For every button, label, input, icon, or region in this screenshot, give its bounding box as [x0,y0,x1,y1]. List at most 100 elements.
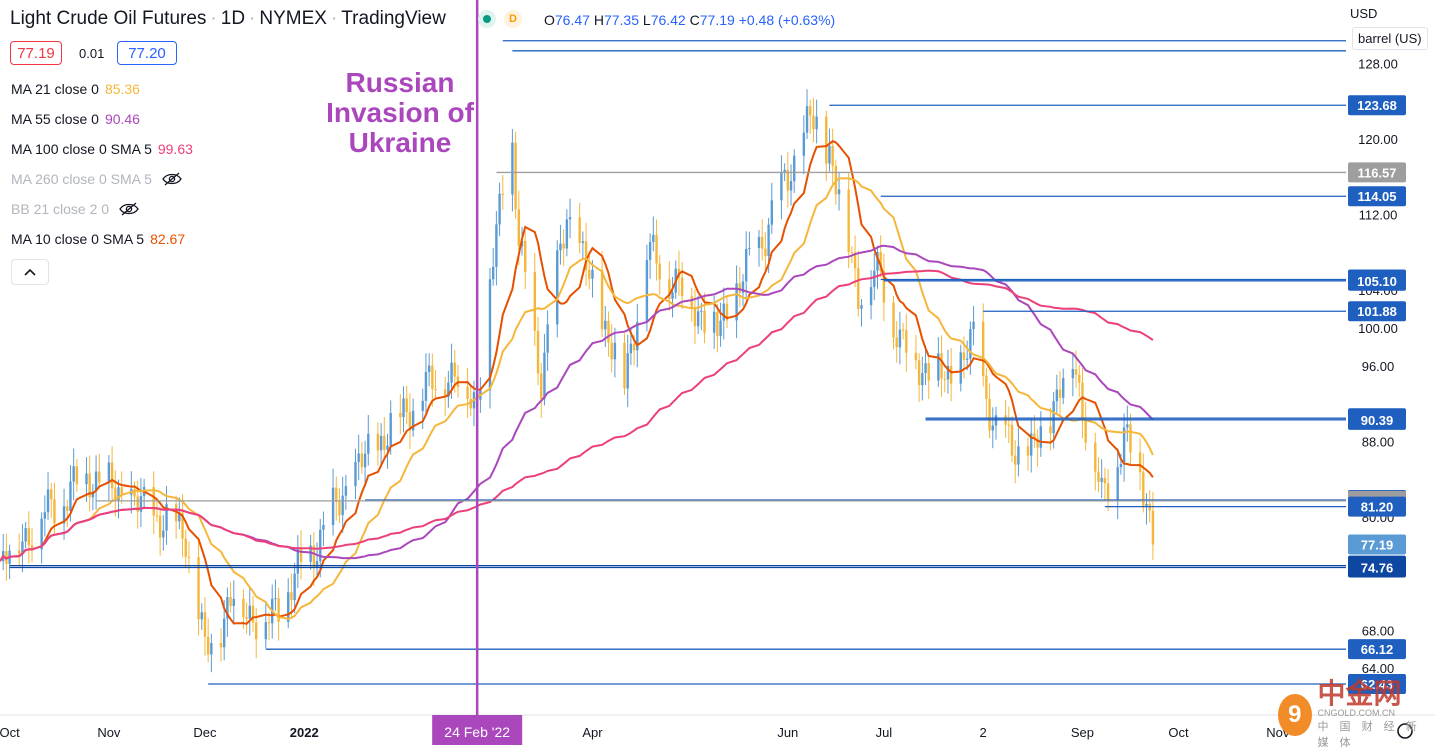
gear-icon[interactable] [1397,723,1413,739]
candle-body [905,330,908,353]
candle-body [741,281,745,293]
candle-body [744,249,748,282]
spread-value: 0.01 [79,46,105,61]
candle-body [501,193,504,195]
candle-body [809,106,812,116]
candle-body [946,365,950,380]
candle-body [453,362,456,377]
candle-body [421,400,424,411]
candle-body [46,489,50,513]
candle-body [524,240,527,272]
candle-body [584,241,588,270]
candle-body [43,512,47,519]
indicator-row[interactable]: MA 100 close 0 SMA 5 99.63 [11,141,193,157]
status-dots: D [478,10,522,28]
candle-body [312,545,316,568]
collapse-legend-button[interactable] [11,259,49,285]
indicator-row[interactable]: MA 260 close 0 SMA 5 [11,171,182,189]
candle-body [469,399,472,409]
candle-body [514,142,517,210]
candle-body [331,487,335,526]
candle-body [860,305,863,309]
candle-body [94,471,98,492]
candle-body [591,269,594,279]
candle-body [491,266,495,280]
candle-body [607,320,610,343]
candle-body [648,242,652,260]
candle-body [1062,378,1065,398]
candle-body [857,268,860,309]
candle-body [50,489,53,500]
sell-button[interactable]: 77.19 [10,41,62,65]
candle-body [815,116,818,130]
indicator-row[interactable]: MA 21 close 0 85.36 [11,81,140,97]
candle-body [940,353,943,379]
candle-body [165,504,168,531]
candle-body [873,270,876,288]
candle-body [155,515,159,517]
candle-body [354,461,357,487]
candle-body [536,330,540,374]
indicator-label: MA 10 close 0 SMA 5 [11,231,145,247]
candle-body [770,200,774,225]
candle-body [1122,427,1126,464]
watermark-name: 中金网 [1317,678,1402,709]
candle-body [488,279,492,391]
indicator-row[interactable]: MA 10 close 0 SMA 5 82.67 [11,231,185,247]
candle-body [712,311,716,333]
candle-body [764,248,767,257]
candle-body [600,269,604,330]
indicator-row[interactable]: BB 21 close 2 0 [11,201,139,219]
candle-body [703,310,706,333]
candle-body [636,322,639,351]
candle-body [107,462,111,483]
delayed-badge: D [504,10,522,28]
candle-body [972,321,975,330]
candle-body [427,365,431,373]
candle-body [24,528,27,542]
y-tick-label: 112.00 [1359,208,1398,223]
source-label: TradingView [341,8,446,29]
ohlc-readout: O76.47 H77.35 L76.42 C77.19 +0.48 (+0.63… [544,12,836,28]
candle-body [62,506,66,524]
candle-body [927,363,930,381]
candle-body [1116,467,1119,501]
symbol-title[interactable]: Light Crude Oil Futures [10,8,207,29]
candle-body [1052,401,1055,434]
candle-body [623,342,626,389]
eye-off-icon[interactable] [119,202,139,219]
candle-body [200,612,203,620]
indicator-value: 90.46 [104,111,140,127]
chevron-up-icon [24,268,36,276]
indicator-value: 82.67 [150,231,186,247]
currency-label[interactable]: USD [1350,6,1378,21]
price-axis[interactable] [1346,0,1435,752]
candle-body [30,545,34,550]
buy-button[interactable]: 77.20 [117,41,177,65]
candle-body [559,243,562,251]
candle-body [1030,433,1033,456]
indicator-value: 99.63 [157,141,193,157]
candle-body [341,495,344,516]
candle-body [226,596,229,619]
watermark: 9 中金网 CNGOLD.COM.CN 中 国 财 经 新 媒 体 [1278,680,1435,750]
x-tick-label: Jun [777,725,798,740]
candle-body [315,561,319,568]
indicator-label: MA 260 close 0 SMA 5 [11,171,152,187]
indicator-value: 85.36 [104,81,140,97]
candle-body [69,481,72,511]
candle-body [882,270,886,303]
indicator-row[interactable]: MA 55 close 0 90.46 [11,111,140,127]
candle-body [162,530,165,538]
interval-label[interactable]: 1D [220,8,246,29]
candle-body [613,342,617,360]
candle-body [222,618,226,648]
candle-body [556,250,559,325]
y-tick-label: 96.00 [1362,359,1395,374]
eye-off-icon[interactable] [162,172,182,189]
candle-body [114,488,117,502]
candle-body [309,545,312,562]
candle-body [735,283,738,321]
unit-label[interactable]: barrel (US) [1352,27,1428,50]
